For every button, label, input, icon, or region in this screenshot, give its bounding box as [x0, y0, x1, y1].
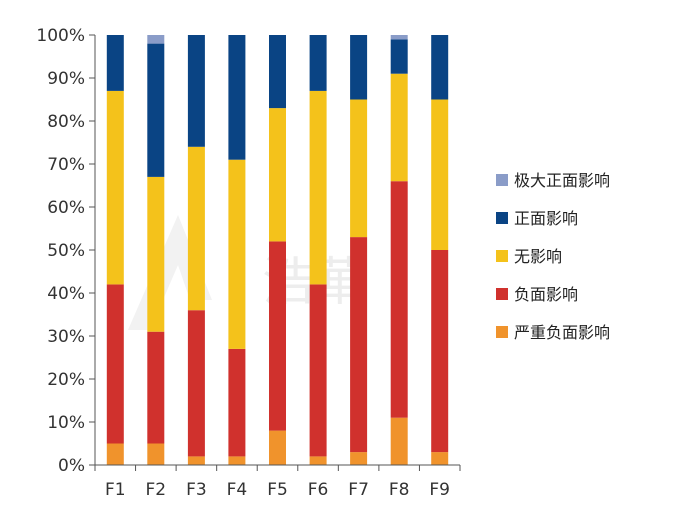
y-tick-label: 90% — [47, 69, 85, 89]
bar-segment-F7-series-0 — [350, 452, 368, 465]
bar-segment-F8-series-2 — [390, 73, 408, 182]
legend-label: 极大正面影响 — [514, 171, 610, 190]
bar-segment-F2-series-1 — [147, 331, 165, 444]
bar-segment-F6-series-3 — [309, 35, 327, 91]
legend-label: 严重负面影响 — [514, 323, 610, 342]
bar-segment-F5-series-0 — [269, 430, 286, 465]
y-tick-label: 10% — [47, 413, 85, 433]
bar-segment-F1-series-3 — [106, 35, 124, 91]
y-tick-label: 70% — [47, 155, 85, 175]
legend-label: 负面影响 — [514, 285, 578, 304]
bar-segment-F8-series-3 — [390, 39, 408, 74]
bar-segment-F8-series-4 — [390, 35, 408, 40]
bar-segment-F9-series-3 — [431, 35, 449, 100]
bar-segment-F2-series-0 — [147, 443, 165, 465]
bar-segment-F8-series-0 — [390, 417, 408, 465]
bar-segment-F3-series-0 — [187, 456, 205, 465]
legend-label: 正面影响 — [514, 209, 578, 228]
bar-segment-F9-series-0 — [431, 452, 449, 465]
y-tick-label: 0% — [58, 456, 85, 476]
legend-swatch — [496, 212, 508, 224]
bar-segment-F9-series-2 — [431, 99, 449, 250]
bar-segment-F3-series-2 — [187, 146, 205, 311]
y-tick-label: 50% — [47, 241, 85, 261]
y-tick-label: 20% — [47, 370, 85, 390]
bar-segment-F7-series-3 — [350, 35, 368, 100]
bar-segment-F5-series-3 — [269, 35, 286, 109]
bar-segment-F3-series-3 — [187, 35, 205, 147]
bar-segment-F6-series-2 — [309, 90, 327, 285]
y-tick-label: 60% — [47, 198, 85, 218]
bar-segment-F4-series-1 — [228, 348, 246, 457]
bar-segment-F7-series-1 — [350, 237, 368, 453]
y-tick-label: 30% — [47, 327, 85, 347]
x-tick-label: F2 — [146, 480, 167, 500]
bar-segment-F2-series-3 — [147, 43, 165, 177]
x-tick-label: F8 — [389, 480, 410, 500]
x-tick-label: F1 — [105, 480, 126, 500]
x-tick-label: F3 — [186, 480, 207, 500]
bar-segment-F3-series-1 — [187, 310, 205, 457]
bar-segment-F2-series-4 — [147, 35, 165, 44]
x-tick-label: F6 — [308, 480, 329, 500]
bar-segment-F4-series-3 — [228, 35, 246, 160]
legend-swatch — [496, 288, 508, 300]
bar-segment-F5-series-1 — [269, 241, 286, 431]
bar-segment-F6-series-1 — [309, 284, 327, 457]
x-tick-label: F4 — [227, 480, 248, 500]
bar-segment-F9-series-1 — [431, 250, 449, 453]
x-tick-label: F9 — [429, 480, 450, 500]
bar-segment-F5-series-2 — [269, 108, 286, 242]
bar-segment-F1-series-1 — [106, 284, 124, 444]
bar-segment-F1-series-2 — [106, 90, 124, 285]
bar-segment-F7-series-2 — [350, 99, 368, 238]
bar-segment-F8-series-1 — [390, 181, 408, 418]
y-tick-label: 80% — [47, 112, 85, 132]
legend-swatch — [496, 326, 508, 338]
bar-segment-F2-series-2 — [147, 176, 165, 332]
x-tick-label: F5 — [267, 480, 288, 500]
legend-swatch — [496, 250, 508, 262]
bar-segment-F4-series-0 — [228, 456, 246, 465]
legend-swatch — [496, 174, 508, 186]
bar-segment-F4-series-2 — [228, 159, 246, 349]
bar-segment-F1-series-0 — [106, 443, 124, 465]
y-tick-label: 100% — [36, 26, 85, 46]
y-tick-label: 40% — [47, 284, 85, 304]
x-tick-label: F7 — [348, 480, 369, 500]
bar-segment-F6-series-0 — [309, 456, 327, 465]
legend-label: 无影响 — [514, 247, 562, 266]
